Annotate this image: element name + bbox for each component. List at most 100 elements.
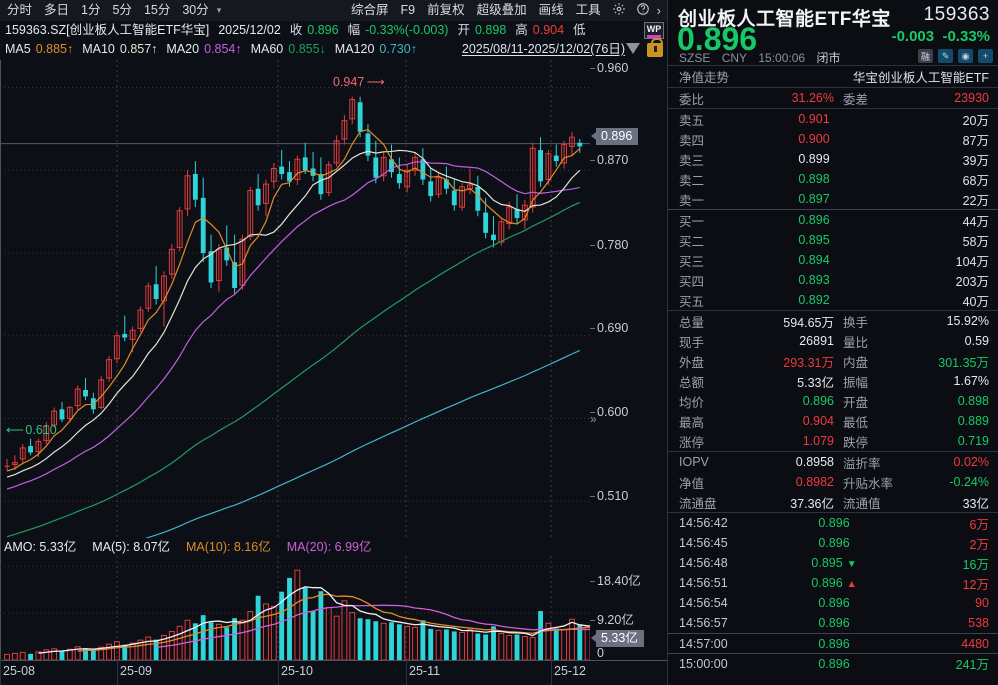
nav-trend-section: 净值走势 华宝创业板人工智能ETF	[668, 65, 998, 87]
toolbar-item-forward-adjusted[interactable]: 前复权	[427, 3, 465, 17]
stat-0-value2: 15.92%	[946, 314, 989, 328]
ma60-value: 0.855	[288, 42, 320, 56]
fund-stat-1-value1: 0.8982	[795, 475, 834, 489]
wp-badge-icon[interactable]: WP	[644, 22, 664, 39]
ask5-price: 0.901	[798, 112, 830, 126]
chart-date-label: 2025/12/02	[218, 23, 281, 37]
bell-icon[interactable]: ◉	[958, 49, 973, 63]
open-label: 开	[457, 23, 470, 37]
tick-4-volume: 90	[975, 596, 989, 610]
period-tab-30min[interactable]: 30分	[182, 3, 209, 17]
ma-legend-row: MA5 0.885 ↑ MA10 0.857 ↑ MA20 0.854 ↑ MA…	[0, 40, 667, 59]
lock-icon[interactable]	[647, 38, 663, 57]
period-tab-1min[interactable]: 1分	[81, 3, 101, 17]
stat-4-label2: 开盘	[843, 395, 869, 410]
quote-code: 159363	[923, 4, 990, 25]
ma120-label: MA120	[334, 42, 375, 56]
ask4-volume: 87万	[962, 133, 989, 148]
tick-row: 14:56:42 0.896 6万	[668, 513, 998, 533]
toolbar-item-composite-screen[interactable]: 综合屏	[350, 3, 389, 17]
x-tick-3: 25-11	[409, 664, 441, 678]
volume-tick-2: 0	[597, 646, 604, 660]
bid5-volume: 40万	[962, 294, 989, 309]
bid-row[interactable]: 买二 0.895 58万	[668, 230, 998, 250]
order-ratio-section: 委比 31.26% 委差 23930	[668, 87, 998, 108]
toolbar-item-tools[interactable]: 工具	[575, 3, 601, 17]
toolbar-item-f9[interactable]: F9	[400, 3, 416, 17]
ask2-volume: 68万	[962, 173, 989, 188]
bid-row[interactable]: 买一 0.896 44万	[668, 210, 998, 230]
stat-6-value2: 0.719	[957, 434, 989, 448]
weibi-label: 委比	[679, 92, 705, 107]
stat-1-label1: 现手	[679, 335, 705, 350]
stat-1-value1: 26891	[799, 334, 834, 348]
stat-3-label2: 振幅	[843, 375, 869, 390]
period-tab-5min[interactable]: 5分	[112, 3, 132, 17]
tick-6-time: 14:57:00	[679, 636, 728, 651]
date-range-label[interactable]: 2025/08/11-2025/12/02(76日)	[461, 42, 625, 56]
ask5-volume: 20万	[962, 113, 989, 128]
toolbar-item-super-overlay[interactable]: 超级叠加	[476, 3, 527, 17]
ma20-arrow: ↑	[235, 42, 242, 56]
ma20-label: MA20	[166, 42, 200, 56]
bid1-label: 买一	[679, 214, 705, 229]
volume-axis[interactable]: 18.40亿 9.20亿 0 5.33亿	[590, 556, 667, 660]
tick-1-time: 14:56:45	[679, 536, 728, 550]
quote-currency: CNY	[721, 51, 748, 65]
stat-6-label1: 涨停	[679, 435, 705, 450]
bid-row[interactable]: 买五 0.892 40万	[668, 290, 998, 310]
question-circle-icon[interactable]	[631, 2, 655, 19]
order-ratio-row: 委比 31.26% 委差 23930	[668, 88, 998, 108]
expand-chevron-icon[interactable]: »	[590, 412, 597, 426]
tick-3-arrow-icon: ▲	[846, 579, 857, 590]
stat-4-label1: 均价	[679, 395, 705, 410]
tick-row: 14:56:51 0.896 ▲ 12万	[668, 573, 998, 593]
bid-row[interactable]: 买三 0.894 104万	[668, 250, 998, 270]
toolbar-item-draw-line[interactable]: 画线	[538, 3, 564, 17]
margin-trading-icon[interactable]: 融	[918, 49, 933, 63]
price-axis-line	[0, 60, 1, 660]
ask-row[interactable]: 卖一 0.897 22万	[668, 189, 998, 209]
ask-row[interactable]: 卖三 0.899 39万	[668, 149, 998, 169]
price-axis[interactable]: 0.960 0.870 0.780 0.690 0.600 0.510 0.89…	[590, 60, 667, 538]
tick-1-volume: 2万	[969, 537, 989, 552]
tick-5-time: 14:56:57	[679, 616, 728, 630]
current-volume-tag: 5.33亿	[591, 630, 644, 647]
close-value: 0.896	[307, 23, 339, 37]
tick-6-price: 0.896	[818, 636, 850, 651]
ma10-label: MA10	[82, 42, 115, 56]
tick-2-price: 0.895 ▼	[811, 556, 857, 570]
chevron-down-icon[interactable]: ▾	[216, 5, 222, 15]
fund-stat-1-value2: -0.24%	[949, 475, 989, 489]
volume-chart-canvas[interactable]	[0, 556, 590, 660]
ask2-label: 卖二	[679, 173, 705, 188]
nav-trend-row[interactable]: 净值走势 华宝创业板人工智能ETF	[668, 66, 998, 87]
chevron-right-icon[interactable]: ›	[656, 3, 661, 18]
triangle-down-icon[interactable]	[626, 43, 640, 54]
ask-row[interactable]: 卖二 0.898 68万	[668, 169, 998, 189]
period-tab-15min[interactable]: 15分	[143, 3, 171, 17]
stat-4-value2: 0.898	[957, 394, 989, 408]
plus-icon[interactable]: +	[978, 49, 993, 63]
quote-panel: 创业板人工智能ETF华宝 159363 0.896 -0.003 -0.33% …	[667, 0, 998, 685]
high-label: 高	[515, 23, 528, 37]
pencil-icon[interactable]: ✎	[938, 49, 953, 63]
ask2-price: 0.898	[798, 172, 830, 186]
ask-row[interactable]: 卖五 0.901 20万	[668, 109, 998, 129]
stat-6-label2: 跌停	[843, 435, 869, 450]
quote-status: 闭市	[816, 51, 841, 65]
stat-0-label2: 换手	[843, 315, 869, 330]
tick-7-price: 0.896	[818, 656, 850, 671]
quote-change-abs: -0.003	[891, 28, 935, 45]
ask3-volume: 39万	[962, 153, 989, 168]
period-tab-duori[interactable]: 多日	[44, 3, 70, 17]
ask-row[interactable]: 卖四 0.900 87万	[668, 129, 998, 149]
ma10-arrow: ↑	[151, 42, 158, 56]
period-tab-fenshi[interactable]: 分时	[7, 3, 33, 17]
price-chart-canvas[interactable]	[0, 60, 590, 538]
bid-row[interactable]: 买四 0.893 203万	[668, 270, 998, 290]
gear-icon[interactable]	[607, 2, 631, 19]
amo-ma20-label: MA(20): 6.99亿	[286, 540, 372, 554]
bid3-label: 买三	[679, 254, 705, 269]
